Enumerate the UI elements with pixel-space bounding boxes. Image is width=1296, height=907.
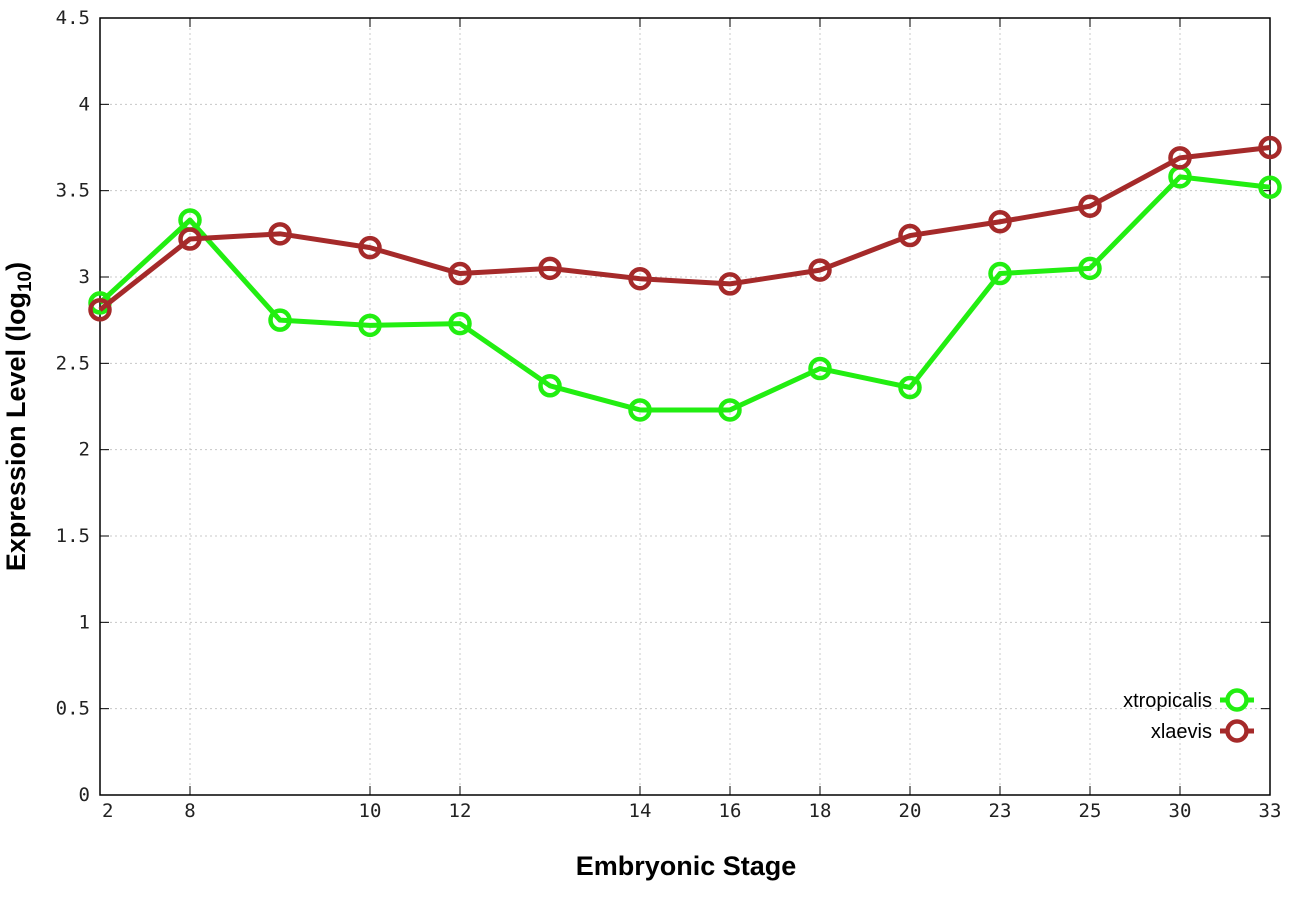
y-tick-label: 2 (79, 439, 90, 461)
data-point (1078, 194, 1102, 218)
plot-frame (99, 17, 1271, 796)
x-tick-label: 30 (1169, 800, 1192, 822)
axis-ticks: 0 0.5 1 1.5 2 2.5 3 3.5 4 4.5 2 8 10 12 14 16 18 20 23 25 30… (56, 7, 1282, 822)
x-tick-label: 18 (809, 800, 832, 822)
legend-marker-swatch (1225, 719, 1249, 743)
y-tick-label: 3.5 (56, 180, 90, 202)
y-axis-title-close: ) (1, 262, 31, 271)
data-point (628, 398, 652, 422)
x-tick-label: 12 (449, 800, 472, 822)
data-point (448, 311, 472, 336)
data-point (718, 272, 742, 296)
series-line (98, 174, 1271, 413)
y-tick-label: 2.5 (56, 352, 90, 374)
y-tick-label: 4.5 (56, 7, 90, 29)
series-xtropicalis (88, 165, 1282, 422)
data-point (988, 209, 1012, 234)
data-point (358, 313, 382, 338)
x-tick-label: 8 (184, 800, 195, 822)
y-tick-label: 1.5 (56, 525, 90, 547)
data-point (898, 375, 922, 400)
data-point (808, 356, 832, 381)
data-point (358, 235, 382, 260)
y-axis-title-subscript: 10 (15, 271, 36, 292)
y-tick-label: 0 (79, 784, 90, 806)
data-point (1168, 165, 1192, 189)
data-point (538, 256, 562, 281)
legend-item-xlaevis: xlaevis (1151, 719, 1254, 743)
data-point (178, 227, 202, 251)
data-point (448, 261, 472, 286)
data-point (268, 308, 292, 332)
x-tick-label: 14 (629, 800, 652, 822)
y-axis-title: Expression Level (log10) (1, 262, 36, 571)
y-tick-label: 4 (79, 93, 90, 115)
data-point (178, 208, 202, 232)
data-point (88, 298, 112, 322)
data-point (268, 222, 292, 246)
y-tick-label: 1 (79, 611, 90, 633)
x-tick-label: 25 (1079, 800, 1102, 822)
legend-label: xlaevis (1151, 721, 1212, 743)
legend: xtropicalis xlaevis (1123, 688, 1254, 743)
legend-item-xtropicalis: xtropicalis (1123, 688, 1254, 712)
x-tick-label: 2 (102, 800, 113, 822)
data-point (1258, 175, 1282, 199)
y-tick-label: 3 (79, 266, 90, 288)
series-xlaevis (88, 135, 1282, 322)
legend-label: xtropicalis (1123, 690, 1212, 712)
data-point (988, 261, 1012, 286)
data-point (1258, 135, 1282, 160)
data-point (808, 258, 832, 282)
data-point (898, 223, 922, 248)
x-axis-title: Embryonic Stage (576, 851, 797, 881)
x-tick-label: 16 (719, 800, 742, 822)
data-point (1078, 256, 1102, 281)
x-tick-label: 33 (1259, 800, 1282, 822)
series-layer (88, 135, 1282, 422)
grid-lines (100, 18, 1270, 795)
legend-marker-swatch (1225, 688, 1249, 712)
data-point (628, 266, 652, 291)
data-point (718, 398, 742, 422)
data-point (538, 374, 562, 398)
x-tick-label: 23 (989, 800, 1012, 822)
series-line (98, 145, 1271, 312)
x-tick-label: 20 (899, 800, 922, 822)
y-axis-title-main: Expression Level (log (1, 292, 31, 571)
x-tick-label: 10 (359, 800, 382, 822)
y-tick-label: 0.5 (56, 698, 90, 720)
data-point (1168, 146, 1192, 170)
